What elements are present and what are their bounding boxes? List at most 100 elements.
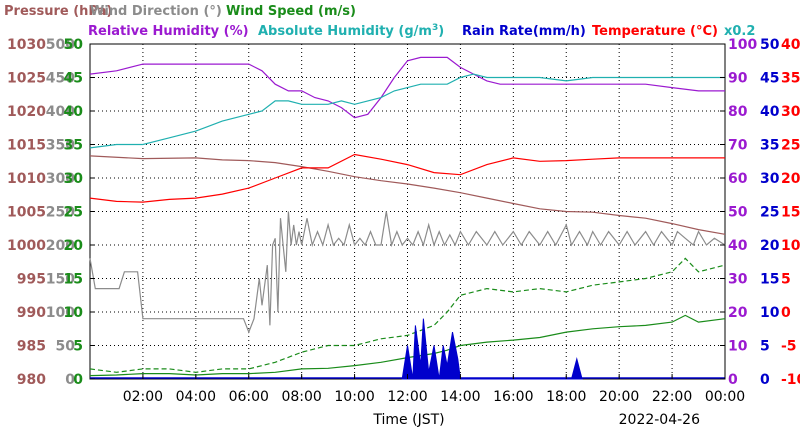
rain-rate-tick-label: 0 — [760, 372, 770, 388]
wind-speed-tick-label: 35 — [64, 138, 83, 154]
wind-direction-tick-label: 150 — [46, 272, 75, 288]
wind-direction-tick-label: 250 — [46, 205, 75, 221]
legend-item-text: Wind Speed (m/s) — [226, 4, 356, 19]
rain-rate-tick-label: 50 — [760, 37, 780, 53]
pressure-tick-label: 1010 — [7, 171, 46, 187]
legend-item: Pressure (hPa) — [4, 4, 112, 19]
rain-rate-tick-label: 5 — [760, 339, 770, 355]
date-label: 2022-04-26 — [619, 412, 700, 428]
x-tick-label: 00:00 — [705, 389, 745, 405]
legend-item-close: ) — [438, 24, 444, 39]
temperature-tick-label: 15 — [781, 205, 800, 221]
wind-speed-tick-label: 15 — [64, 272, 83, 288]
series-temperature-c — [89, 153, 725, 203]
wind-direction-tick-label: 200 — [46, 238, 75, 254]
x-tick-label: 14:00 — [440, 389, 480, 405]
rain-rate-tick-label: 40 — [760, 104, 780, 120]
legend-item: Rain Rate(mm/h) — [462, 24, 586, 39]
x-tick-label: 02:00 — [123, 389, 163, 405]
relative-humidity-tick-label: 30 — [728, 272, 748, 288]
legend-item: x0.2 — [724, 24, 755, 39]
plot-area — [89, 43, 726, 380]
legend-item: Wind Direction (°) — [90, 4, 222, 19]
wind-direction-tick-label: 50 — [56, 339, 76, 355]
relative-humidity-tick-label: 70 — [728, 138, 748, 154]
series-wind-speed-dashed — [89, 257, 726, 373]
wind-direction-tick-label: 350 — [46, 138, 75, 154]
plot-frame — [89, 43, 726, 380]
temperature-tick-label: -10 — [781, 372, 800, 388]
wind-direction-tick-label: 450 — [46, 71, 75, 87]
temperature-tick-label: 30 — [781, 104, 800, 120]
temperature-tick-label: 35 — [781, 71, 800, 87]
pressure-tick-label: 1005 — [7, 205, 46, 221]
wind-direction-tick-label: 500 — [46, 37, 75, 53]
legend-item-text: Absolute Humidity (g/m — [258, 24, 432, 39]
x-axis-label: Time (JST) — [372, 412, 444, 428]
x-tick-label: 06:00 — [229, 389, 269, 405]
pressure-tick-label: 985 — [17, 339, 46, 355]
legend-item-text: Temperature (°C) — [592, 24, 718, 39]
rain-rate-tick-label: 15 — [760, 272, 779, 288]
relative-humidity-tick-label: 100 — [728, 37, 757, 53]
temperature-tick-label: 40 — [781, 37, 800, 53]
rain-rate-tick-label: 35 — [760, 138, 779, 154]
wind-speed-tick-label: 10 — [64, 305, 84, 321]
wind-speed-tick-label: 50 — [64, 37, 84, 53]
legend: Pressure (hPa)Wind Direction (°) Wind Spe… — [4, 4, 755, 39]
pressure-tick-label: 990 — [17, 305, 46, 321]
temperature-tick-label: 10 — [781, 238, 800, 254]
rain-rate-tick-label: 25 — [760, 205, 779, 221]
pressure-tick-label: 1030 — [7, 37, 46, 53]
wind-speed-tick-label: 40 — [64, 104, 84, 120]
relative-humidity-tick-label: 40 — [728, 238, 748, 254]
x-tick-label: 20:00 — [599, 389, 639, 405]
temperature-tick-label: 25 — [781, 138, 800, 154]
pressure-tick-label: 980 — [17, 372, 46, 388]
relative-humidity-tick-label: 50 — [728, 205, 748, 221]
rain-rate-tick-label: 30 — [760, 171, 780, 187]
temperature-tick-label: 20 — [781, 171, 800, 187]
legend-item: Relative Humidity (%) — [88, 24, 249, 39]
legend-item-text: x0.2 — [724, 24, 755, 39]
legend-item: Temperature (°C) — [592, 24, 718, 39]
legend-item-text: Pressure (hPa) — [4, 4, 112, 19]
legend-item: Wind Speed (m/s) — [226, 4, 356, 19]
legend-item-text: Rain Rate(mm/h) — [462, 24, 586, 39]
relative-humidity-tick-label: 0 — [728, 372, 738, 388]
wind-speed-tick-label: 0 — [73, 372, 83, 388]
legend-item: Absolute Humidity (g/m3) — [258, 23, 444, 39]
pressure-tick-label: 1000 — [7, 238, 46, 254]
series-rain-rate-fill — [401, 318, 583, 380]
relative-humidity-tick-label: 90 — [728, 71, 748, 87]
relative-humidity-tick-label: 10 — [728, 339, 748, 355]
rain-rate-tick-label: 20 — [760, 238, 780, 254]
rain-rate-tick-label: 10 — [760, 305, 780, 321]
x-tick-label: 18:00 — [546, 389, 586, 405]
wind-speed-tick-label: 25 — [64, 205, 83, 221]
x-tick-label: 12:00 — [387, 389, 427, 405]
wind-speed-tick-label: 5 — [73, 339, 83, 355]
wind-direction-tick-label: 300 — [46, 171, 75, 187]
wind-direction-tick-label: 100 — [46, 305, 75, 321]
temperature-tick-label: 5 — [781, 272, 791, 288]
wind-direction-tick-label: 0 — [65, 372, 75, 388]
pressure-tick-label: 1015 — [7, 138, 46, 154]
axes-layer: 9809859909951000100510101015102010251030… — [7, 37, 800, 405]
series-pressure-hpa — [89, 155, 726, 235]
series-absolute-humidity-g-m3 — [89, 73, 725, 149]
x-tick-label: 08:00 — [281, 389, 321, 405]
relative-humidity-tick-label: 20 — [728, 305, 748, 321]
x-tick-label: 04:00 — [176, 389, 216, 405]
relative-humidity-tick-label: 60 — [728, 171, 748, 187]
temperature-tick-label: 0 — [781, 305, 791, 321]
pressure-tick-label: 995 — [17, 272, 46, 288]
wind-speed-tick-label: 30 — [64, 171, 84, 187]
legend-item-text: Relative Humidity (%) — [88, 24, 249, 39]
pressure-tick-label: 1020 — [7, 104, 46, 120]
wind-speed-tick-label: 45 — [64, 71, 83, 87]
temperature-tick-label: -5 — [781, 339, 797, 355]
wind-direction-tick-label: 400 — [46, 104, 75, 120]
relative-humidity-tick-label: 80 — [728, 104, 748, 120]
